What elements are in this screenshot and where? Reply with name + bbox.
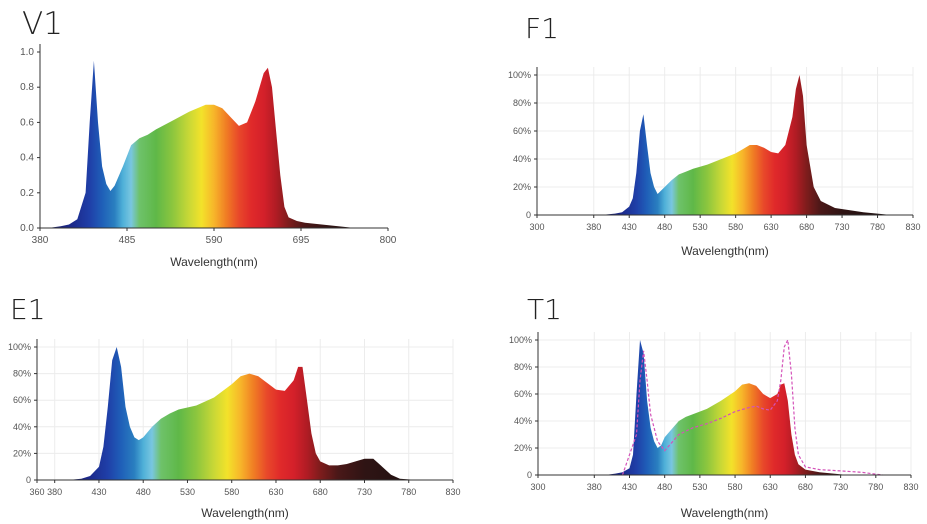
x-tick-label: 590 (206, 235, 223, 246)
y-tick-label: 100% (8, 342, 31, 352)
x-tick-label: 380 (32, 235, 49, 246)
x-tick-label: 680 (798, 482, 813, 492)
y-tick-label: 0.6 (20, 117, 34, 128)
y-tick-label: 0.2 (20, 188, 34, 199)
x-tick-label: 580 (728, 482, 743, 492)
y-tick-label: 80% (513, 98, 531, 108)
chart-title: F1 (525, 12, 559, 45)
x-tick-label: 300 (529, 222, 544, 232)
x-tick-label: 695 (293, 235, 310, 246)
x-tick-label: 480 (657, 482, 672, 492)
x-tick-label: 830 (445, 487, 460, 497)
x-tick-label: 780 (870, 222, 885, 232)
chart-title: E1 (10, 293, 46, 326)
spectrum-area (600, 75, 892, 215)
x-axis-label: Wavelength(nm) (170, 255, 258, 269)
chart-t1: T1 0 20% 40% 60% 80% 100% 300 380 430 480 530 580 630… (509, 293, 919, 520)
x-tick-label: 530 (692, 482, 707, 492)
x-tick-label: 580 (728, 222, 743, 232)
y-tick-label: 0.4 (20, 153, 34, 164)
y-tick-label: 0 (526, 210, 531, 220)
x-axis-label: Wavelength(nm) (201, 506, 289, 520)
y-tick-label: 0 (527, 470, 532, 480)
y-tick-label: 80% (13, 369, 31, 379)
y-tick-label: 40% (514, 416, 532, 426)
spectrum-area (604, 340, 876, 475)
x-tick-label: 730 (835, 222, 850, 232)
x-tick-label: 300 (530, 482, 545, 492)
x-tick-label: 630 (763, 482, 778, 492)
x-tick-label: 480 (136, 487, 151, 497)
x-tick-label: 530 (180, 487, 195, 497)
x-tick-label: 730 (833, 482, 848, 492)
y-tick-label: 20% (514, 443, 532, 453)
chart-title: V1 (22, 6, 63, 42)
x-tick-label: 380 (587, 482, 602, 492)
y-tick-label: 80% (514, 362, 532, 372)
x-tick-label: 530 (693, 222, 708, 232)
chart-f1: F1 0 20% 40% 60% 80% 100% 300 380 430 480 530 580 630… (508, 12, 921, 258)
spectrum-area (67, 347, 418, 480)
y-tick-label: 20% (513, 182, 531, 192)
x-tick-label: 430 (622, 222, 637, 232)
y-tick-label: 100% (508, 70, 531, 80)
x-tick-label: 800 (380, 235, 397, 246)
y-tick-label: 0.0 (20, 223, 34, 234)
x-tick-label: 680 (313, 487, 328, 497)
y-tick-label: 60% (513, 126, 531, 136)
x-tick-label: 730 (357, 487, 372, 497)
y-tick-label: 100% (509, 335, 532, 345)
x-tick-label: 360 (29, 487, 44, 497)
y-tick-label: 20% (13, 448, 31, 458)
x-axis-label: Wavelength(nm) (681, 244, 769, 258)
chart-title: T1 (527, 293, 562, 326)
x-tick-label: 630 (764, 222, 779, 232)
x-tick-label: 480 (657, 222, 672, 232)
x-tick-label: 485 (119, 235, 136, 246)
y-tick-label: 60% (514, 389, 532, 399)
x-tick-label: 380 (47, 487, 62, 497)
x-tick-label: 780 (868, 482, 883, 492)
y-tick-label: 0.8 (20, 82, 34, 93)
x-tick-label: 830 (903, 482, 918, 492)
x-tick-label: 580 (224, 487, 239, 497)
x-tick-label: 430 (622, 482, 637, 492)
y-tick-label: 60% (13, 395, 31, 405)
x-axis-label: Wavelength(nm) (681, 506, 769, 520)
x-tick-label: 630 (268, 487, 283, 497)
chart-v1: V1 0.0 0.2 0.4 0.6 0.8 1.0 380 485 590 695 800 Wavel… (20, 6, 397, 269)
chart-e1: E1 0 20% 40% 60% 80% 100% 360 380 430 480 530 580 630… (8, 293, 461, 520)
y-tick-label: 0 (26, 475, 31, 485)
y-tick-label: 1.0 (20, 47, 34, 58)
x-tick-label: 780 (401, 487, 416, 497)
x-tick-label: 380 (586, 222, 601, 232)
x-tick-label: 430 (91, 487, 106, 497)
x-tick-label: 680 (799, 222, 814, 232)
x-tick-label: 830 (905, 222, 920, 232)
y-tick-label: 40% (513, 154, 531, 164)
y-tick-label: 40% (13, 422, 31, 432)
spectrum-area (48, 60, 355, 228)
